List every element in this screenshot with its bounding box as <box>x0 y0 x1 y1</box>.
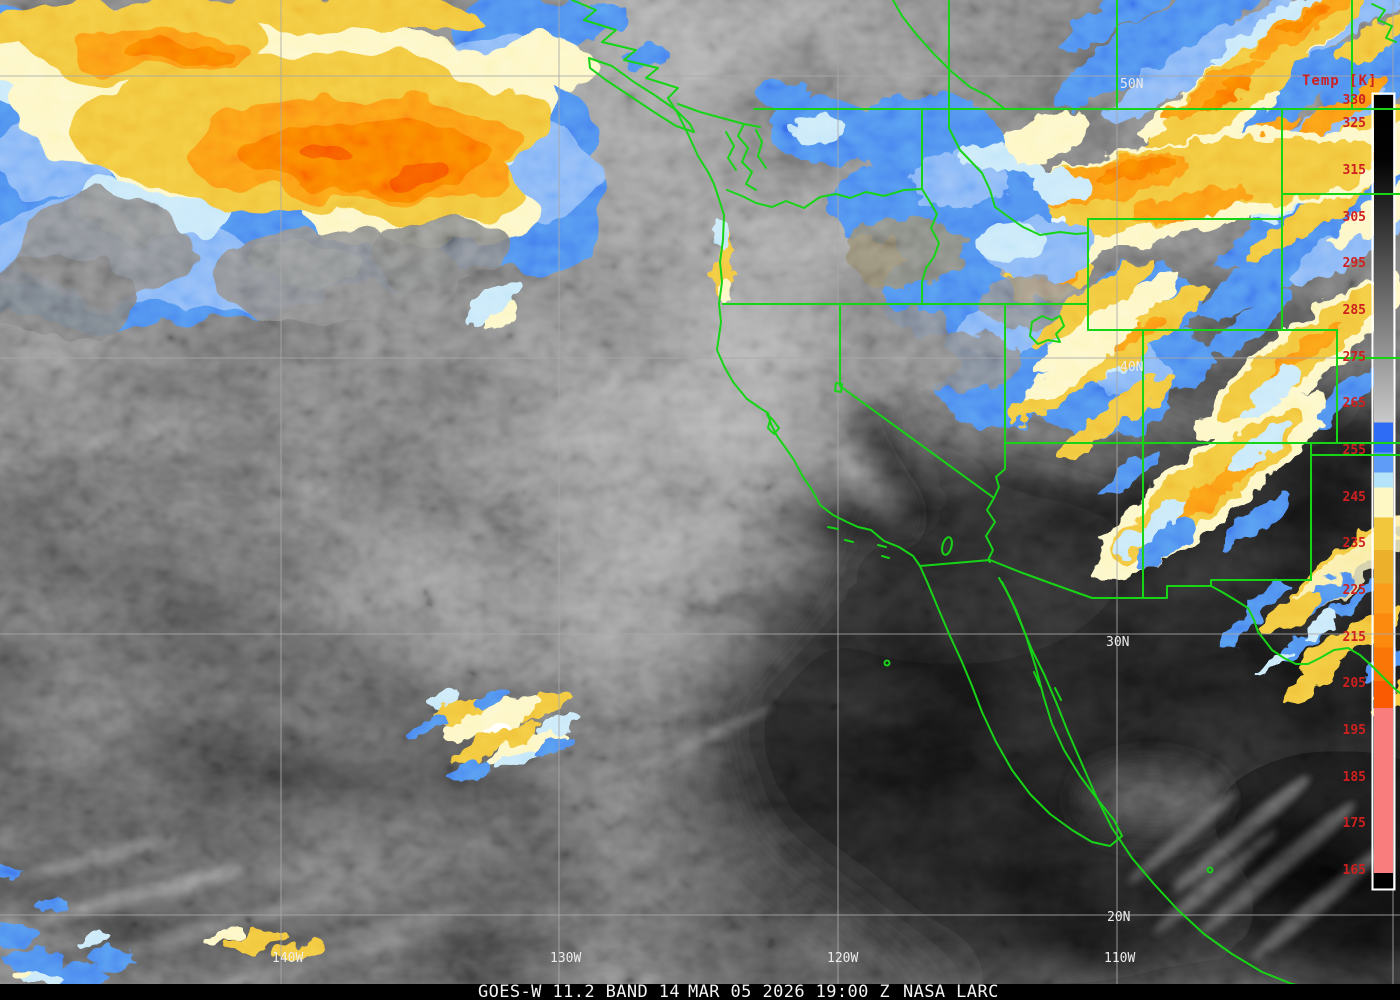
lon-label-140w: 140W <box>272 951 303 966</box>
lat-label-50n: 50N <box>1120 77 1143 92</box>
grid-coordinate-labels: 50N 40N 30N 20N 140W 130W 120W 110W <box>272 77 1143 966</box>
lat-label-20n: 20N <box>1107 910 1130 925</box>
colorbar-tick: 185 <box>1343 770 1366 785</box>
colorbar-tick: 235 <box>1343 536 1366 551</box>
baja-california-outline <box>919 565 1123 847</box>
colorbar-tick: 175 <box>1343 816 1366 831</box>
lon-label-130w: 130W <box>550 951 581 966</box>
caption-bar: GOES-W 11.2 BAND 14 MAR 05 2026 19:00 Z … <box>0 982 1400 1000</box>
rio-grande <box>1210 585 1400 694</box>
lat-label-30n: 30N <box>1106 635 1129 650</box>
colorbar-tick: 195 <box>1343 723 1366 738</box>
colorbar-tick: 165 <box>1343 863 1366 878</box>
colorbar-tick: 315 <box>1343 163 1366 178</box>
colorbar-tick: 255 <box>1343 443 1366 458</box>
lon-label-120w: 120W <box>827 951 858 966</box>
lon-label-110w: 110W <box>1104 951 1135 966</box>
colorbar-tick: 285 <box>1343 303 1366 318</box>
colorbar-gradient <box>1374 95 1393 888</box>
colorbar-tick: 215 <box>1343 630 1366 645</box>
colorbar-tick: 245 <box>1343 490 1366 505</box>
vancouver-island-outline <box>588 57 695 133</box>
colorbar-labels: Temp [K] 330 325 315 305 295 285 275 265… <box>1302 73 1377 878</box>
caption-datetime: MAR 05 2026 19:00 Z <box>688 982 890 1000</box>
colorbar-border <box>1371 92 1396 891</box>
colorbar-tick: 305 <box>1343 210 1366 225</box>
colorbar-tick: 275 <box>1343 350 1366 365</box>
state-boundaries-overlay <box>571 0 1400 992</box>
san-francisco-bay-outline <box>766 413 780 435</box>
mexico-mainland-coast <box>1001 581 1353 992</box>
colorbar-title: Temp [K] <box>1302 73 1377 89</box>
caption-credit: NASA LARC <box>903 982 999 1000</box>
latitude-gridlines <box>0 75 1400 916</box>
us-mexico-border <box>919 559 1212 599</box>
temperature-colorbar <box>1371 92 1396 891</box>
pacific-coastline <box>716 195 921 567</box>
colorbar-tick: 205 <box>1343 676 1366 691</box>
caption-mission: GOES-W 11.2 BAND 14 <box>478 982 680 1000</box>
colorbar-tick: 325 <box>1343 116 1366 131</box>
colorbar-tick: 330 <box>1343 93 1367 108</box>
great-salt-lake-outline <box>1029 315 1065 345</box>
longitude-gridlines <box>280 0 1394 984</box>
lat-label-40n: 40N <box>1120 360 1143 375</box>
colorbar-tick: 295 <box>1343 256 1366 271</box>
colorbar-tick: 225 <box>1343 583 1366 598</box>
colorbar-tick: 265 <box>1343 396 1366 411</box>
